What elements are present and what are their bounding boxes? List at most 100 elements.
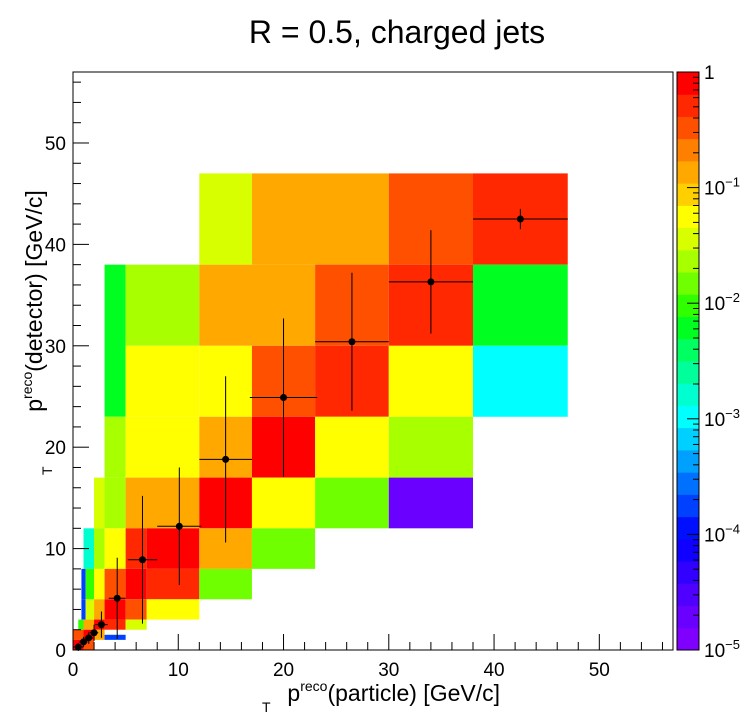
- chart-title: R = 0.5, charged jets: [249, 14, 545, 50]
- heatmap-cell: [81, 599, 86, 620]
- x-tick-label: 40: [483, 660, 504, 681]
- y-tick-label: 0: [55, 641, 66, 662]
- colorbar-tick-base: 10: [704, 410, 725, 431]
- heatmap-cell: [104, 619, 126, 630]
- colorbar-tick-exponent: −3: [725, 406, 740, 421]
- colorbar-tick-exponent: −1: [725, 175, 740, 190]
- colorbar-tick-label: 10−5: [704, 637, 740, 662]
- colorbar-segment: [677, 138, 699, 162]
- colorbar-tick-base: 10: [704, 525, 725, 546]
- heatmap-cell: [85, 599, 95, 620]
- heatmap-cell: [78, 619, 84, 630]
- heatmap-cell: [125, 619, 147, 630]
- heatmap-cell: [104, 477, 126, 529]
- colorbar-segment: [677, 494, 699, 518]
- data-point: [427, 278, 435, 286]
- heatmap-cell: [125, 568, 147, 600]
- colorbar-segment: [677, 94, 699, 117]
- heatmap-cell: [81, 568, 86, 600]
- heatmap-cell: [251, 528, 316, 569]
- data-point: [280, 394, 288, 402]
- colorbar-tick-label: 10−3: [704, 406, 740, 431]
- heatmap-cell: [85, 568, 95, 600]
- x-tick-label: 0: [68, 660, 79, 681]
- color-scale-bar: 110−110−210−310−410−5: [676, 63, 740, 662]
- x-tick-label: 30: [378, 660, 399, 681]
- x-axis-label: preco(particle) [GeV/c]: [287, 678, 500, 706]
- heatmap-cell: [315, 416, 389, 478]
- heatmap-cell: [125, 345, 200, 417]
- x-tick-label: 10: [168, 660, 189, 681]
- heatmap-cell: [388, 477, 473, 529]
- data-point: [222, 455, 230, 463]
- heatmap-cell: [473, 345, 568, 417]
- x-axis-label-base: p: [287, 680, 300, 706]
- colorbar-segment: [677, 249, 699, 273]
- colorbar-segment: [677, 561, 699, 584]
- y-tick-label: 50: [45, 134, 66, 155]
- colorbar-segment: [677, 583, 699, 607]
- heatmap-cell: [73, 629, 84, 640]
- heatmap-cell: [104, 416, 126, 478]
- heatmap-cell: [104, 528, 126, 569]
- colorbar-segment: [677, 361, 699, 384]
- x-axis-label-sup: reco: [300, 678, 327, 694]
- colorbar-tick-label: 10−4: [704, 521, 740, 546]
- colorbar-segment: [677, 160, 699, 184]
- colorbar-segment: [677, 294, 699, 318]
- x-axis-label-rest: (particle) [GeV/c]: [327, 680, 500, 706]
- plot-frame: [72, 71, 674, 651]
- colorbar-tick-exponent: −5: [725, 637, 740, 652]
- heatmap-cell: [388, 345, 473, 417]
- colorbar-segment: [677, 427, 699, 451]
- y-axis-label-sub: T: [39, 466, 55, 475]
- y-axis-label-rest: (detector) [GeV/c]: [21, 190, 47, 372]
- data-point: [516, 215, 524, 223]
- colorbar-segment: [677, 516, 699, 540]
- heatmap-cell: [83, 619, 95, 630]
- heatmap-cell: [199, 264, 316, 346]
- heatmap-cell: [473, 264, 568, 346]
- data-point: [97, 621, 105, 629]
- heatmap-cell: [315, 477, 389, 529]
- heatmap-cell: [94, 629, 105, 640]
- data-point: [348, 338, 356, 346]
- heatmap-cell: [94, 599, 105, 620]
- colorbar-segment: [677, 449, 699, 473]
- colorbar-tick-label: 1: [704, 63, 715, 84]
- heatmap-cell: [146, 568, 200, 600]
- data-point: [175, 522, 183, 530]
- colorbar-segment: [677, 183, 699, 206]
- heatmap-cell: [83, 639, 95, 650]
- profile-points: [73, 208, 568, 652]
- heatmap-cell: [125, 416, 200, 478]
- colorbar-segment: [677, 627, 699, 651]
- heatmap-cell: [251, 173, 389, 265]
- colorbar-segment: [677, 605, 699, 629]
- y-tick-label: 10: [45, 540, 66, 561]
- data-point: [113, 594, 121, 602]
- colorbar-segment: [677, 227, 699, 251]
- heatmap-cell: [199, 173, 252, 265]
- heatmap-cell: [104, 264, 126, 417]
- colorbar-tick-base: 10: [704, 641, 725, 662]
- heatmap-cell: [199, 568, 252, 600]
- colorbar-tick-label: 10−1: [704, 175, 740, 200]
- colorbar-segment: [677, 538, 699, 562]
- colorbar-tick-exponent: −2: [725, 290, 740, 305]
- x-tick-label: 50: [589, 660, 610, 681]
- heatmap-cell: [146, 599, 200, 620]
- y-axis-label-group: preco(detector) [GeV/c] T: [19, 190, 55, 475]
- colorbar-segment: [677, 383, 699, 406]
- y-tick-label: 40: [45, 235, 66, 256]
- y-tick-label: 20: [45, 438, 66, 459]
- heatmap-cells: [73, 173, 568, 650]
- y-axis-label-base: p: [21, 399, 47, 412]
- y-tick-label: 30: [45, 337, 66, 358]
- colorbar-segment: [677, 405, 699, 429]
- heatmap-cell: [125, 477, 200, 529]
- data-point: [74, 643, 82, 651]
- heatmap-cell: [104, 568, 126, 600]
- x-tick-label: 20: [273, 660, 294, 681]
